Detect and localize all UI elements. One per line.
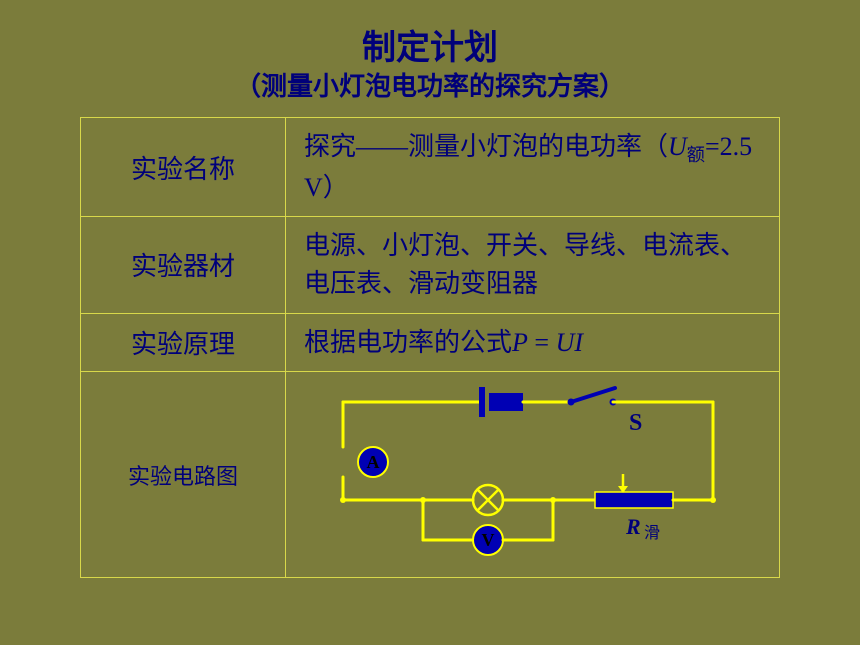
- title-sub: （测量小灯泡电功率的探究方案）: [0, 71, 860, 104]
- svg-text:滑: 滑: [644, 524, 660, 542]
- row-label-name: 实验名称: [81, 118, 286, 216]
- row-value-principle: 根据电功率的公式P = UI: [286, 314, 779, 372]
- row-label-circuit: 实验电路图: [81, 372, 286, 577]
- slide: 制定计划 （测量小灯泡电功率的探究方案） 实验名称 探究——测量小灯泡的电功率（…: [0, 0, 860, 645]
- plan-table: 实验名称 探究——测量小灯泡的电功率（U额=2.5 V） 实验器材 电源、小灯泡…: [80, 117, 780, 578]
- slide-title: 制定计划 （测量小灯泡电功率的探究方案）: [0, 28, 860, 103]
- equipment-text: 电源、小灯泡、开关、导线、电流表、电压表、滑动变阻器: [304, 227, 767, 302]
- svg-text:S: S: [629, 410, 642, 436]
- row-value-name: 探究——测量小灯泡的电功率（U额=2.5 V）: [286, 118, 779, 216]
- principle-text: 根据电功率的公式P = UI: [304, 324, 767, 362]
- table-row: 实验电路图 S A R滑 V: [81, 372, 779, 578]
- svg-text:R: R: [625, 514, 641, 539]
- table-row: 实验名称 探究——测量小灯泡的电功率（U额=2.5 V）: [81, 118, 779, 217]
- svg-text:A: A: [366, 452, 379, 472]
- row-label-principle: 实验原理: [81, 314, 286, 372]
- table-row: 实验原理 根据电功率的公式P = UI: [81, 314, 779, 373]
- experiment-name-text: 探究——测量小灯泡的电功率（U额=2.5 V）: [304, 128, 767, 206]
- circuit-diagram: S A R滑 V: [300, 382, 765, 567]
- svg-text:V: V: [481, 530, 494, 550]
- row-value-equipment: 电源、小灯泡、开关、导线、电流表、电压表、滑动变阻器: [286, 217, 779, 312]
- row-value-circuit: S A R滑 V: [286, 372, 779, 577]
- title-main: 制定计划: [0, 28, 860, 71]
- table-row: 实验器材 电源、小灯泡、开关、导线、电流表、电压表、滑动变阻器: [81, 217, 779, 313]
- circuit-svg: S A R滑 V: [313, 382, 753, 567]
- row-label-equipment: 实验器材: [81, 217, 286, 312]
